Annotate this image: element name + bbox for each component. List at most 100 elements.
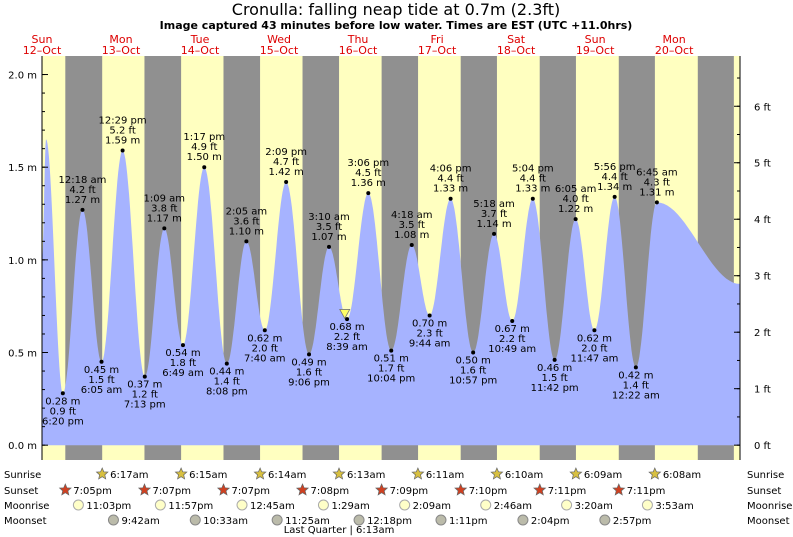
sunrise-time: 6:09am xyxy=(584,470,622,481)
extreme-label: 1.10 m xyxy=(229,226,264,237)
extreme-point xyxy=(409,243,414,248)
sunset-time: 7:11pm xyxy=(548,486,587,497)
moonrise-time: 1:29am xyxy=(331,501,369,512)
sunset-icon xyxy=(58,483,72,496)
moonrise-time: 3:20am xyxy=(575,501,613,512)
moonrise-time: 11:03pm xyxy=(86,501,131,512)
sunset-icon xyxy=(216,483,231,496)
moonset-icon xyxy=(353,514,365,526)
extreme-label: 4.4 ft xyxy=(601,172,627,183)
extreme-label: 2:09 pm xyxy=(265,147,307,158)
extreme-point xyxy=(552,357,557,362)
extreme-label: 10:57 pm xyxy=(449,376,497,387)
extreme-label: 6:49 am xyxy=(162,368,204,379)
moonrise-time: 3:53am xyxy=(655,501,693,512)
right-tick-label: 2 ft xyxy=(754,328,771,339)
moonset-time: 11:25am xyxy=(285,516,330,527)
extreme-label: 2.2 ft xyxy=(499,334,525,345)
extreme-label: 1.17 m xyxy=(147,213,182,224)
moonset-time: 2:57pm xyxy=(613,516,652,527)
sunset-icon xyxy=(454,483,468,496)
extreme-label: 0.45 m xyxy=(84,365,119,376)
extreme-label: 0.37 m xyxy=(127,380,162,391)
extreme-label: 3:06 pm xyxy=(347,158,389,169)
day-date: 20–Oct xyxy=(655,44,694,57)
extreme-label: 4.2 ft xyxy=(69,185,95,196)
extreme-label: 0.68 m xyxy=(329,322,364,333)
sunset-row-label-right: Sunset xyxy=(747,486,781,497)
extreme-point xyxy=(327,244,332,249)
left-tick-label: 1.0 m xyxy=(8,256,37,267)
extreme-label: 1.27 m xyxy=(65,195,100,206)
extreme-label: 0.54 m xyxy=(165,348,200,359)
day-name: Sat xyxy=(507,33,526,46)
extreme-label: 0.28 m xyxy=(45,396,80,407)
sunset-time: 7:09pm xyxy=(390,486,429,497)
extreme-point xyxy=(224,361,229,366)
current-marker xyxy=(339,309,351,320)
left-tick-label: 0.0 m xyxy=(8,441,37,452)
extreme-label: 1.4 ft xyxy=(214,377,240,388)
sunrise-icon xyxy=(648,467,662,480)
sunrise-icon xyxy=(411,467,425,480)
moonset-row-label-left: Moonset xyxy=(4,516,47,527)
extreme-label: 6:45 am xyxy=(636,167,678,178)
sunset-time: 7:08pm xyxy=(311,486,350,497)
extreme-label: 4.9 ft xyxy=(191,142,217,153)
extreme-label: 3.5 ft xyxy=(399,220,425,231)
extreme-label: 0.62 m xyxy=(247,333,282,344)
moonset-time: 9:42am xyxy=(121,516,159,527)
extreme-label: 2:05 am xyxy=(226,206,268,217)
extreme-point xyxy=(202,165,207,170)
extreme-label: 1.50 m xyxy=(187,152,222,163)
moonset-icon xyxy=(271,514,283,526)
sunrise-time: 6:08am xyxy=(663,470,701,481)
moonset-time: 12:18pm xyxy=(367,516,412,527)
extreme-label: 4.5 ft xyxy=(355,168,381,179)
extreme-label: 4.4 ft xyxy=(437,174,463,185)
right-tick-label: 4 ft xyxy=(754,215,771,226)
day-name: Tue xyxy=(190,33,210,46)
axes: 0.0 m 0.5 m 1.0 m 1.5 m 2.0 m 0 ft 1 ft 2 ft 3 f… xyxy=(8,56,771,460)
extreme-label: 3.6 ft xyxy=(233,216,259,227)
left-tick-label: 1.5 m xyxy=(8,163,37,174)
moonrise-icon xyxy=(561,499,573,511)
sunset-icon xyxy=(612,483,626,496)
moonrise-icon xyxy=(399,499,411,511)
extreme-point xyxy=(142,374,147,379)
moonset-time: 2:04pm xyxy=(531,516,570,527)
extreme-label: 12:18 am xyxy=(59,175,107,186)
moonrise-row-label-left: Moonrise xyxy=(4,501,49,512)
moonrise-icon xyxy=(236,499,248,511)
right-tick-label: 3 ft xyxy=(754,272,771,283)
extreme-label: 1.08 m xyxy=(394,230,429,241)
moonrise-time: 12:45am xyxy=(250,501,295,512)
extreme-label: 1.34 m xyxy=(597,182,632,193)
extreme-point xyxy=(284,180,289,185)
right-tick-label: 6 ft xyxy=(754,102,771,113)
moonrise-icon xyxy=(317,499,329,511)
sunrise-icon xyxy=(332,467,346,480)
moonset-icon xyxy=(435,514,447,526)
tide-extremes: 0.28 m0.9 ft6:20 pm 12:18 am4.2 ft1.27 m 0… xyxy=(42,116,678,428)
extreme-label: 10:04 pm xyxy=(367,374,415,385)
extreme-point xyxy=(120,148,125,153)
moonset-icon xyxy=(517,514,529,526)
extreme-label: 6:05 am xyxy=(555,184,597,195)
extreme-point xyxy=(492,231,497,236)
chart-title: Cronulla: falling neap tide at 0.7m (2.3… xyxy=(232,0,560,19)
left-tick-label: 0.5 m xyxy=(8,349,37,360)
sunrise-icon xyxy=(569,467,583,480)
moonrise-icon xyxy=(72,499,84,511)
right-tick-label: 1 ft xyxy=(754,385,771,396)
extreme-label: 2.3 ft xyxy=(416,328,442,339)
extreme-point xyxy=(244,239,249,244)
extreme-label: 9:44 am xyxy=(409,338,451,349)
moonset-time: 1:11pm xyxy=(449,516,488,527)
extreme-label: 3.7 ft xyxy=(481,209,507,220)
extreme-label: 4.3 ft xyxy=(644,177,670,188)
day-name: Mon xyxy=(663,33,686,46)
extreme-label: 3.8 ft xyxy=(151,203,177,214)
day-date: 17–Oct xyxy=(418,44,457,57)
